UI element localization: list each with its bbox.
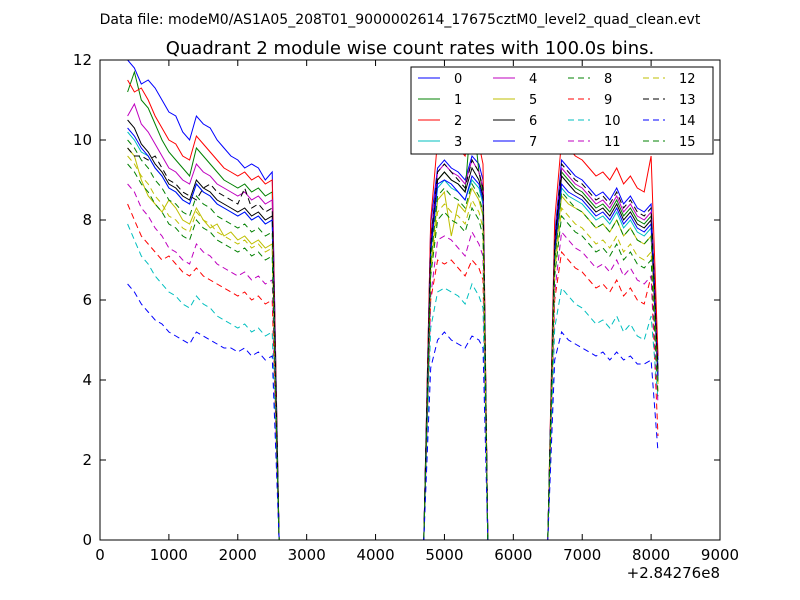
x-tick-label: 0 (95, 546, 105, 564)
y-tick-label: 6 (82, 291, 92, 309)
chart-title: Quadrant 2 module wise count rates with … (166, 38, 655, 59)
legend-label-9: 9 (604, 93, 612, 108)
series-line-6 (127, 119, 659, 541)
x-tick-label: 2000 (219, 546, 257, 564)
x-tick-label: 4000 (356, 546, 394, 564)
series-layer (127, 59, 659, 541)
x-offset-label: +2.84276e8 (627, 564, 720, 582)
y-tick-label: 0 (82, 531, 92, 549)
series-line-12 (127, 155, 659, 541)
series-line-9 (127, 203, 659, 541)
series-line-15 (127, 163, 659, 541)
series-line-4 (127, 102, 659, 541)
series-line-10 (127, 223, 659, 541)
legend-label-15: 15 (679, 135, 696, 150)
legend-label-3: 3 (454, 135, 462, 150)
axis-layer: 0 1000 2000 3000 4000 5000 6000 7000 8000 9000 0 2 4… (73, 51, 739, 564)
legend-label-8: 8 (604, 72, 612, 87)
x-tick-label: 6000 (494, 546, 532, 564)
series-line-13 (127, 147, 659, 541)
y-tick-label: 4 (82, 371, 92, 389)
x-tick-label: 9000 (701, 546, 739, 564)
x-tick-label: 5000 (425, 546, 463, 564)
series-line-5 (127, 147, 659, 541)
legend-label-7: 7 (529, 135, 537, 150)
series-line-0 (127, 59, 659, 541)
series-line-3 (127, 131, 659, 541)
legend-label-10: 10 (604, 114, 621, 129)
x-tick-label: 1000 (150, 546, 188, 564)
legend-label-2: 2 (454, 114, 462, 129)
series-line-14 (127, 283, 659, 541)
x-tick-label: 8000 (632, 546, 670, 564)
x-tick-label: 3000 (288, 546, 326, 564)
legend-label-4: 4 (529, 72, 537, 87)
series-line-11 (127, 183, 659, 541)
series-line-7 (127, 127, 659, 541)
legend-label-13: 13 (679, 93, 696, 108)
y-tick-label: 8 (82, 211, 92, 229)
legend-box (410, 66, 714, 155)
y-tick-label: 12 (73, 51, 92, 69)
legend-label-6: 6 (529, 114, 537, 129)
legend-label-12: 12 (679, 72, 696, 87)
y-tick-label: 2 (82, 451, 92, 469)
x-tick-label: 7000 (563, 546, 601, 564)
legend-label-11: 11 (604, 135, 621, 150)
y-tick-label: 10 (73, 131, 92, 149)
legend-label-0: 0 (454, 72, 462, 87)
series-line-8 (127, 139, 659, 541)
legend-label-14: 14 (679, 114, 696, 129)
legend-label-1: 1 (454, 93, 462, 108)
legend-label-5: 5 (529, 93, 537, 108)
series-line-2 (127, 79, 659, 541)
suptitle: Data file: modeM0/AS1A05_208T01_90000026… (100, 12, 701, 28)
